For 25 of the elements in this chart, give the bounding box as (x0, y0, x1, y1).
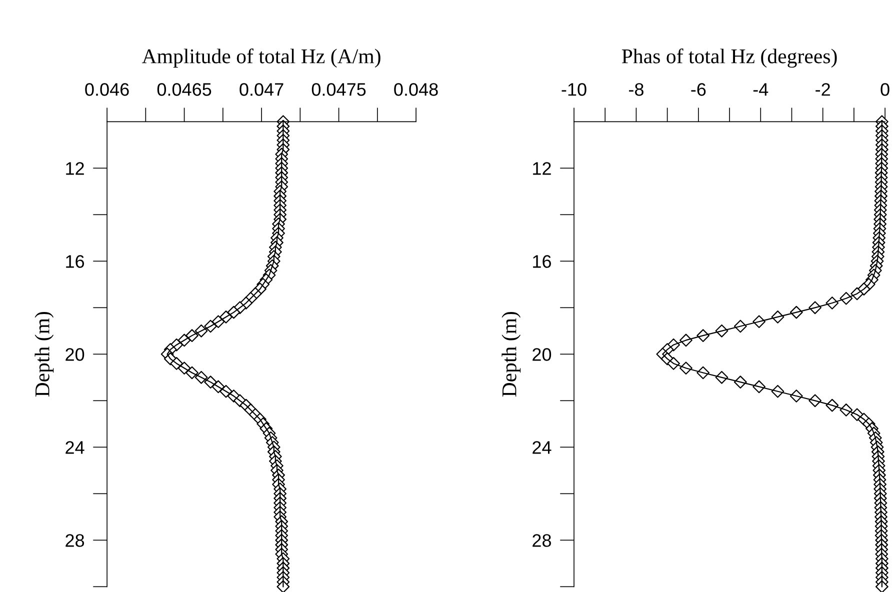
x-tick-label: -8 (628, 83, 644, 96)
y-tick-label: 20 (532, 348, 552, 361)
x-tick-label: 0.046 (85, 83, 129, 96)
x-tick-label: -2 (816, 83, 830, 96)
y-tick-label: 12 (533, 162, 551, 175)
x-tick-label: -10 (562, 83, 586, 96)
x-tick-label: -4 (753, 83, 768, 96)
x-tick-label: 0.047 (240, 83, 284, 96)
y-axis-title: Depth (m) (34, 312, 54, 397)
y-tick-label: 16 (533, 255, 551, 268)
x-tick-label: -6 (691, 83, 706, 96)
x-tick-label: 0.0475 (312, 83, 366, 96)
y-tick-label: 20 (66, 348, 84, 361)
x-axis-title: Amplitude of total Hz (A/m) (142, 48, 380, 68)
x-tick-label: 0.048 (394, 83, 438, 96)
y-tick-label: 24 (532, 441, 552, 454)
x-tick-label: 0 (880, 83, 890, 96)
x-axis-title: Phas of total Hz (degrees) (622, 48, 837, 68)
y-tick-label: 28 (532, 534, 551, 547)
y-tick-label: 16 (66, 255, 84, 268)
y-tick-label: 24 (66, 441, 84, 454)
y-axis-title: Depth (m) (502, 312, 521, 397)
x-tick-label: 0.0465 (157, 83, 212, 96)
y-tick-label: 28 (66, 534, 84, 547)
y-tick-label: 12 (66, 162, 84, 175)
